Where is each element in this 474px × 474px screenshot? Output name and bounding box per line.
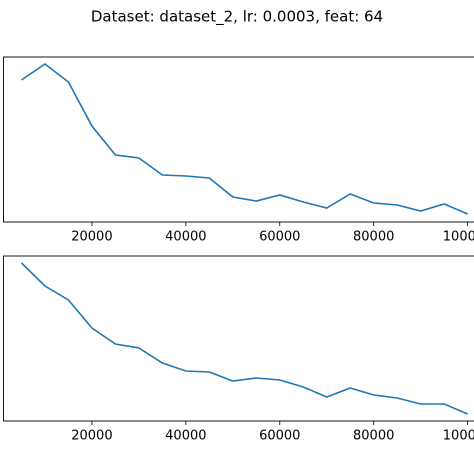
x-tick-label: 60000 [259, 230, 300, 245]
x-tick-label: 100000 [443, 429, 474, 444]
figure-title: Dataset: dataset_2, lr: 0.0003, feat: 64 [91, 8, 383, 27]
x-tick-label: 20000 [71, 230, 112, 245]
axes-frame [3, 56, 474, 223]
x-tick-label: 60000 [259, 429, 300, 444]
x-tick-label: 80000 [353, 230, 394, 245]
line-series [20, 262, 468, 415]
x-tick-label: 100000 [443, 230, 474, 245]
x-tick-label: 20000 [71, 429, 112, 444]
axes-frame [3, 255, 474, 422]
line-series [21, 63, 468, 215]
x-tick-label: 40000 [165, 429, 206, 444]
x-tick-label: 80000 [353, 429, 394, 444]
x-tick-label: 40000 [165, 230, 206, 245]
